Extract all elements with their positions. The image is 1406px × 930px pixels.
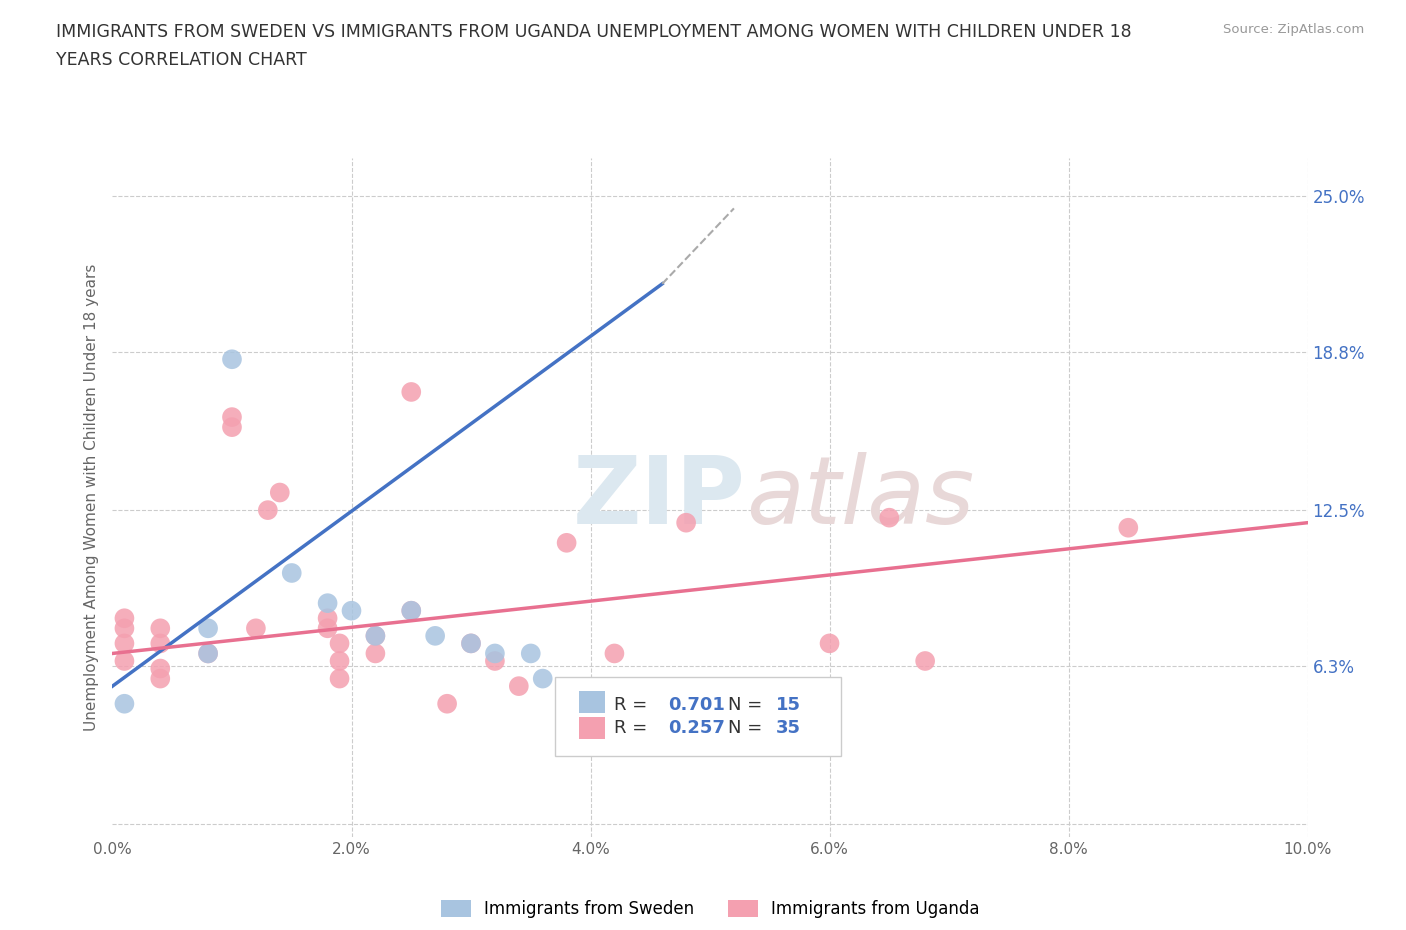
- Point: [197, 646, 219, 661]
- Text: atlas: atlas: [747, 452, 974, 543]
- Text: N =: N =: [728, 696, 768, 713]
- Point: [149, 671, 172, 686]
- Text: IMMIGRANTS FROM SWEDEN VS IMMIGRANTS FROM UGANDA UNEMPLOYMENT AMONG WOMEN WITH C: IMMIGRANTS FROM SWEDEN VS IMMIGRANTS FRO…: [56, 23, 1132, 41]
- Point: [579, 697, 602, 711]
- Point: [364, 629, 387, 644]
- FancyBboxPatch shape: [554, 677, 841, 755]
- Text: R =: R =: [614, 720, 654, 737]
- Point: [149, 621, 172, 636]
- Point: [328, 671, 352, 686]
- Point: [364, 629, 387, 644]
- Point: [425, 629, 447, 644]
- Text: R =: R =: [614, 696, 654, 713]
- Text: 0.257: 0.257: [668, 720, 725, 737]
- Point: [877, 511, 901, 525]
- Point: [328, 636, 352, 651]
- Point: [531, 671, 554, 686]
- Point: [114, 636, 135, 651]
- Text: 15: 15: [776, 696, 801, 713]
- Legend: Immigrants from Sweden, Immigrants from Uganda: Immigrants from Sweden, Immigrants from …: [434, 893, 986, 924]
- Point: [316, 621, 339, 636]
- Text: 35: 35: [776, 720, 801, 737]
- Point: [401, 604, 423, 618]
- Point: [484, 654, 506, 669]
- Bar: [579, 691, 605, 712]
- Point: [197, 646, 219, 661]
- Point: [149, 636, 172, 651]
- Point: [257, 503, 280, 518]
- Point: [269, 485, 291, 500]
- Point: [114, 611, 135, 626]
- Point: [316, 596, 339, 611]
- Point: [508, 679, 530, 694]
- Point: [460, 636, 482, 651]
- Point: [520, 646, 543, 661]
- Point: [114, 654, 135, 669]
- Point: [759, 711, 782, 726]
- Point: [603, 646, 626, 661]
- Point: [221, 409, 243, 424]
- Point: [221, 419, 243, 434]
- Text: ZIP: ZIP: [574, 452, 747, 543]
- Point: [197, 621, 219, 636]
- Text: YEARS CORRELATION CHART: YEARS CORRELATION CHART: [56, 51, 307, 69]
- Point: [401, 604, 423, 618]
- Point: [281, 565, 304, 580]
- Y-axis label: Unemployment Among Women with Children Under 18 years: Unemployment Among Women with Children U…: [84, 264, 100, 731]
- Point: [818, 636, 841, 651]
- Point: [149, 661, 172, 676]
- Point: [401, 384, 423, 399]
- Point: [316, 611, 339, 626]
- Point: [1118, 520, 1140, 535]
- Point: [436, 697, 458, 711]
- Point: [221, 352, 243, 366]
- Bar: [579, 717, 605, 738]
- Point: [914, 654, 936, 669]
- Text: 0.701: 0.701: [668, 696, 725, 713]
- Text: Source: ZipAtlas.com: Source: ZipAtlas.com: [1223, 23, 1364, 36]
- Point: [364, 646, 387, 661]
- Point: [555, 536, 578, 551]
- Text: N =: N =: [728, 720, 768, 737]
- Point: [328, 654, 352, 669]
- Point: [340, 604, 363, 618]
- Point: [114, 621, 135, 636]
- Point: [114, 697, 135, 711]
- Point: [245, 621, 267, 636]
- Point: [460, 636, 482, 651]
- Point: [484, 646, 506, 661]
- Point: [675, 515, 697, 530]
